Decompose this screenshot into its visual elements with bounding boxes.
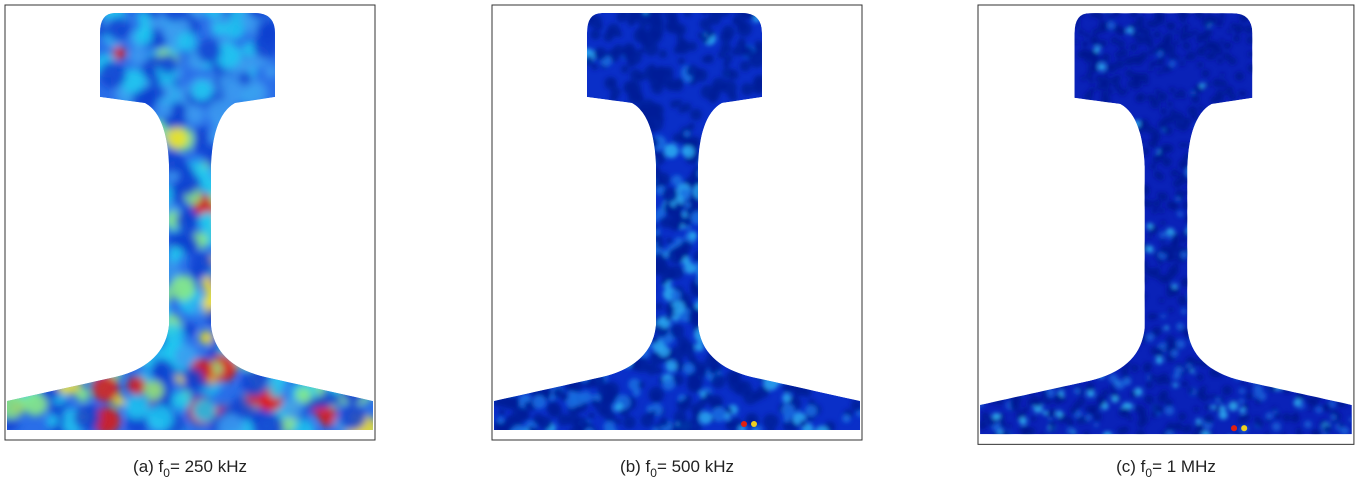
source bbox=[741, 421, 747, 427]
source bbox=[751, 421, 757, 427]
caption: (b) f0= 500 kHz bbox=[620, 457, 734, 480]
caption-text: (c) f bbox=[1116, 457, 1146, 476]
caption-text: (a) f bbox=[133, 457, 164, 476]
caption-text: = 500 kHz bbox=[657, 457, 734, 476]
caption-text: = 1 MHz bbox=[1152, 457, 1216, 476]
caption-text: (b) f bbox=[620, 457, 651, 476]
caption-subscript: 0 bbox=[163, 466, 170, 480]
caption-text: = 250 kHz bbox=[170, 457, 247, 476]
panel-c bbox=[977, 4, 1355, 445]
source bbox=[1241, 425, 1248, 432]
caption-subscript: 0 bbox=[1145, 466, 1152, 480]
panel-a bbox=[4, 4, 376, 441]
caption: (a) f0= 250 kHz bbox=[133, 457, 247, 480]
panel-b bbox=[491, 4, 863, 441]
caption-subscript: 0 bbox=[650, 466, 657, 480]
source bbox=[1230, 425, 1238, 432]
caption: (c) f0= 1 MHz bbox=[1116, 457, 1216, 480]
